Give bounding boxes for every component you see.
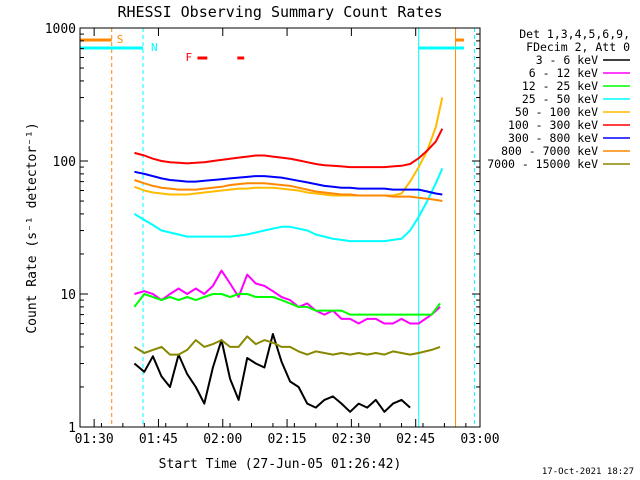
footer-date: 17-Oct-2021 18:27 — [542, 467, 634, 477]
legend-header-2: FDecim 2, Att 0 — [526, 40, 630, 54]
chart-title: RHESSI Observing Summary Count Rates — [117, 3, 442, 21]
x-tick-label: 02:30 — [332, 432, 371, 447]
legend-entry-label: 800 - 7000 keV — [501, 144, 598, 158]
series-line-2 — [134, 269, 441, 325]
y-tick-label: 1000 — [45, 22, 76, 37]
y-tick-label: 1 — [68, 421, 76, 436]
series-line-1 — [133, 333, 411, 413]
marker-n-label: N — [151, 41, 158, 54]
flare-marker-label: F — [185, 51, 192, 64]
series-line-4 — [133, 168, 444, 243]
series-line-5 — [134, 97, 444, 197]
flare-marker: F — [185, 51, 245, 64]
legend-entry-label: 12 - 25 keV — [522, 79, 598, 93]
plot-axes — [79, 27, 481, 428]
legend-entry-label: 25 - 50 keV — [522, 92, 598, 106]
legend-entry-label: 50 - 100 keV — [515, 105, 598, 119]
legend-entry-label: 7000 - 15000 keV — [487, 157, 598, 171]
x-tick-label: 03:00 — [460, 432, 499, 447]
y-axis-label: Count Rate (s⁻¹ detector⁻¹) — [25, 122, 40, 333]
legend-entry-label: 300 - 800 keV — [508, 131, 598, 145]
legend: Det 1,3,4,5,6,9, FDecim 2, Att 0 3 - 6 k… — [487, 27, 630, 171]
series-line-6 — [134, 128, 444, 169]
x-tick-label: 01:45 — [139, 432, 178, 447]
series-line-8 — [134, 179, 443, 202]
y-tick-label: 10 — [60, 288, 76, 303]
legend-header-1: Det 1,3,4,5,6,9, — [519, 27, 630, 41]
series-line-7 — [134, 170, 443, 196]
legend-entry-label: 6 - 12 keV — [529, 66, 598, 80]
x-tick-label: 02:45 — [396, 432, 435, 447]
marker-s-label: S — [117, 33, 124, 46]
legend-entry-label: 100 - 300 keV — [508, 118, 598, 132]
x-tick-label: 01:30 — [75, 432, 114, 447]
y-ticks: 1 10 100 1000 — [45, 22, 480, 436]
series-group — [133, 97, 444, 413]
plot-frame — [79, 27, 481, 428]
x-axis-label: Start Time (27-Jun-05 01:26:42) — [159, 457, 402, 472]
series-line-3 — [133, 293, 441, 316]
x-tick-label: 02:00 — [203, 432, 242, 447]
series-line-9 — [133, 335, 441, 356]
legend-entry-label: 3 - 6 keV — [536, 53, 598, 67]
x-tick-label: 02:15 — [268, 432, 307, 447]
mode-markers: SN — [80, 33, 464, 54]
x-ticks: 01:30 01:45 02:00 02:15 02:30 02:45 03:00 — [75, 28, 500, 447]
y-tick-label: 100 — [53, 155, 76, 170]
